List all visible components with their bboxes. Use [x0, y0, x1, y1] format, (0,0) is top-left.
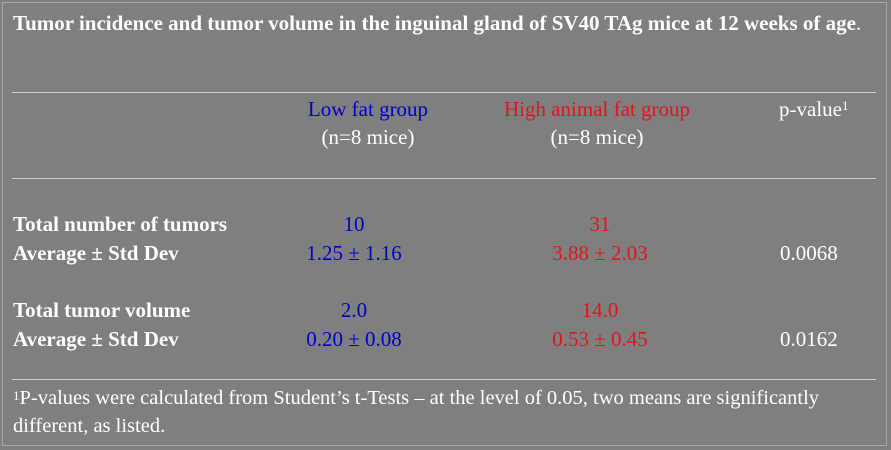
title-text: Tumor incidence and tumor volume in the … — [13, 11, 856, 35]
low-fat-tumor-average: 1.25 ± 1.16 — [306, 241, 402, 265]
table-title: Tumor incidence and tumor volume in the … — [13, 9, 873, 38]
footnote: 1P-values were calculated from Student’s… — [13, 384, 875, 440]
high-fat-group-name: High animal fat group — [503, 97, 691, 121]
header-bottom-rule — [12, 178, 876, 179]
low-fat-group-n: (n=8 mice) — [321, 125, 415, 149]
pvalue-label: p-value — [779, 97, 842, 121]
row-label-total-volume: Total tumor volume — [13, 298, 191, 322]
pvalue-tumor-average: 0.0068 — [780, 241, 838, 265]
footnote-text: P-values were calculated from Student’s … — [13, 387, 820, 437]
high-fat-tumor-average: 3.88 ± 2.03 — [552, 241, 648, 265]
header-top-rule — [12, 92, 876, 93]
high-fat-total-tumors: 31 — [589, 212, 611, 236]
row-label-volume-average: Average ± Std Dev — [13, 327, 179, 351]
low-fat-header: Low fat group (n=8 mice) — [288, 95, 448, 151]
high-fat-group-n: (n=8 mice) — [550, 125, 644, 149]
row-label-total-tumors: Total number of tumors — [13, 212, 228, 236]
high-fat-header: High animal fat group (n=8 mice) — [482, 95, 712, 151]
row-label-tumor-average: Average ± Std Dev — [13, 241, 179, 265]
high-fat-total-volume: 14.0 — [581, 298, 619, 322]
pvalue-volume-average: 0.0162 — [780, 327, 838, 351]
title-period: . — [855, 11, 862, 35]
pvalue-footnote-marker: 1 — [841, 98, 849, 113]
footnote-rule — [12, 379, 876, 380]
low-fat-total-volume: 2.0 — [340, 298, 368, 322]
low-fat-group-name: Low fat group — [307, 97, 429, 121]
pvalue-header: p-value1 — [779, 95, 848, 123]
low-fat-volume-average: 0.20 ± 0.08 — [306, 327, 402, 351]
footnote-marker: 1 — [13, 388, 20, 403]
low-fat-total-tumors: 10 — [343, 212, 365, 236]
high-fat-volume-average: 0.53 ± 0.45 — [552, 327, 648, 351]
